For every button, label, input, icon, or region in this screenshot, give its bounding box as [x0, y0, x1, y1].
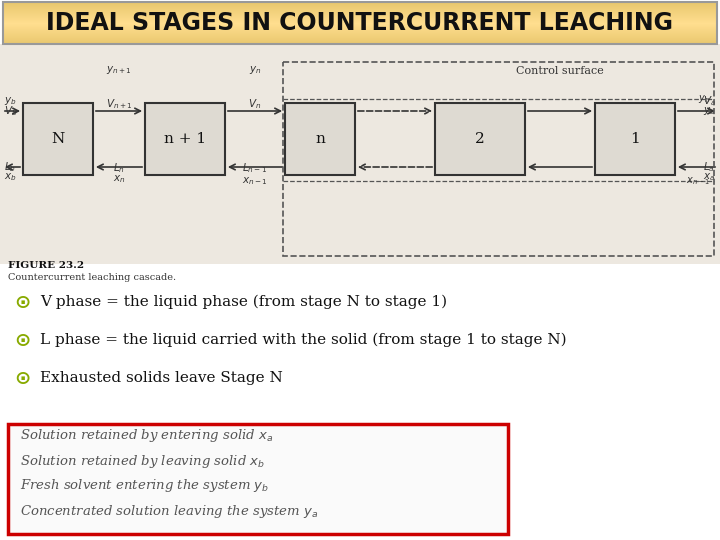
Text: n + 1: n + 1 [164, 132, 206, 146]
Text: n: n [315, 132, 325, 146]
Text: 1: 1 [630, 132, 640, 146]
Text: $y_{n+1}$: $y_{n+1}$ [106, 64, 132, 76]
Text: $x_b$: $x_b$ [4, 171, 17, 183]
Text: $x_{n-1}$: $x_{n-1}$ [685, 175, 710, 187]
Text: FIGURE 23.2: FIGURE 23.2 [8, 261, 84, 270]
Text: Exhausted solids leave Stage N: Exhausted solids leave Stage N [40, 371, 283, 385]
Bar [435, 103, 525, 175]
Text: $y_b$: $y_b$ [4, 95, 17, 107]
Text: IDEAL STAGES IN COUNTERCURRENT LEACHING: IDEAL STAGES IN COUNTERCURRENT LEACHING [47, 11, 673, 35]
Text: Control surface: Control surface [516, 66, 604, 76]
Text: Solution retained by leaving solid $x_b$: Solution retained by leaving solid $x_b$ [20, 453, 265, 469]
Text: $x_{n-1}$: $x_{n-1}$ [242, 175, 268, 187]
Text: L phase = the liquid carried with the solid (from stage 1 to stage N): L phase = the liquid carried with the so… [40, 333, 567, 347]
Bar [8, 424, 508, 534]
Text: $V_a$: $V_a$ [703, 94, 716, 108]
Text: $V_n$: $V_n$ [248, 97, 261, 111]
Text: $V_{n+1}$: $V_{n+1}$ [106, 97, 132, 111]
Text: Concentrated solution leaving the system $y_a$: Concentrated solution leaving the system… [20, 503, 318, 519]
Text: $V_b$: $V_b$ [4, 104, 17, 118]
Bar [285, 103, 355, 175]
Text: $x_n$: $x_n$ [113, 173, 125, 185]
Bar [145, 103, 225, 175]
Bar [283, 62, 714, 256]
Bar [3, 2, 717, 44]
Text: N: N [51, 132, 65, 146]
Text: Solution retained by entering solid $x_a$: Solution retained by entering solid $x_a… [20, 428, 273, 444]
Text: $L_{n-1}$: $L_{n-1}$ [243, 161, 268, 175]
Text: $L_a$: $L_a$ [703, 160, 715, 174]
Text: Countercurrent leaching cascade.: Countercurrent leaching cascade. [8, 273, 176, 282]
Bar [595, 103, 675, 175]
Text: $y_n$: $y_n$ [248, 64, 261, 76]
Bar [23, 103, 93, 175]
Text: $y_n$: $y_n$ [698, 93, 710, 105]
Text: 2: 2 [475, 132, 485, 146]
Text: ⊙: ⊙ [14, 368, 30, 388]
Text: Fresh solvent entering the system $y_b$: Fresh solvent entering the system $y_b$ [20, 477, 269, 495]
Text: $L_n$: $L_n$ [113, 161, 125, 175]
Text: $x_a$: $x_a$ [703, 171, 716, 183]
Text: ⊙: ⊙ [14, 330, 30, 349]
Text: $y_a$: $y_a$ [703, 105, 716, 117]
Bar [0, 44, 720, 264]
Text: V phase = the liquid phase (from stage N to stage 1): V phase = the liquid phase (from stage N… [40, 295, 447, 309]
Text: $L_b$: $L_b$ [4, 160, 16, 174]
Text: ⊙: ⊙ [14, 293, 30, 312]
